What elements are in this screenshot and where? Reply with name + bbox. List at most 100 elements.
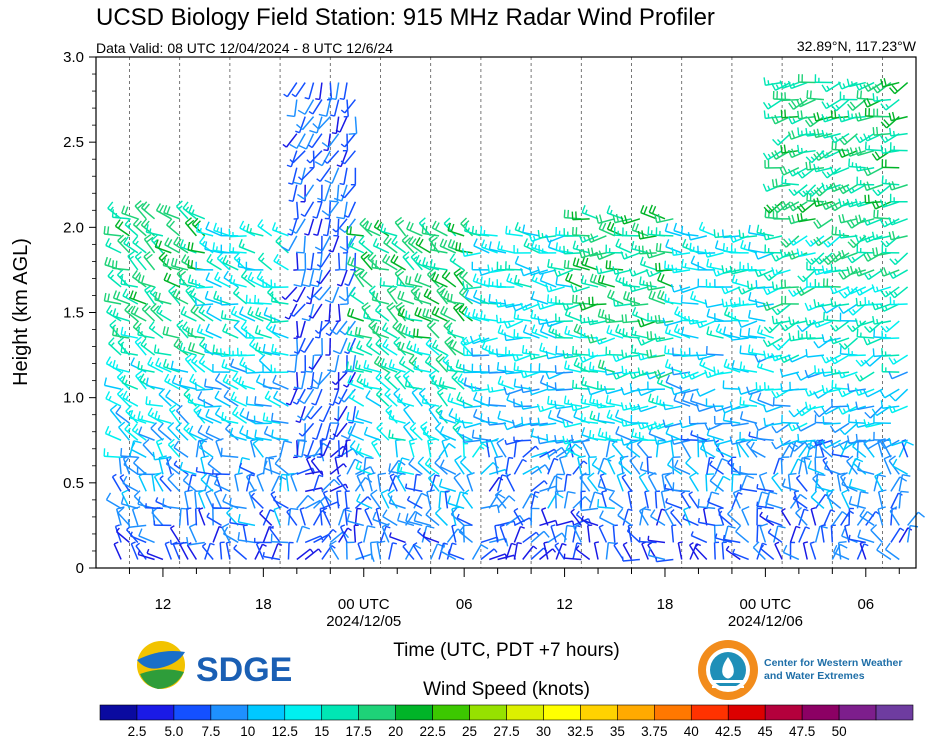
wind-barb bbox=[374, 303, 390, 322]
wind-barb bbox=[879, 267, 900, 277]
wind-barb bbox=[413, 360, 431, 373]
wind-barb bbox=[581, 205, 599, 220]
wind-barb bbox=[346, 361, 364, 373]
wind-barb bbox=[190, 354, 206, 373]
wind-barb bbox=[453, 267, 465, 288]
wind-barb bbox=[413, 492, 430, 509]
wind-barb bbox=[577, 455, 586, 475]
wind-barb bbox=[312, 286, 331, 301]
wind-barb bbox=[131, 423, 147, 441]
wind-barb bbox=[324, 201, 332, 220]
wind-barb bbox=[242, 524, 249, 543]
wind-barb bbox=[405, 513, 423, 527]
wind-barb bbox=[354, 360, 373, 373]
wind-barb bbox=[494, 489, 507, 509]
wind-barb bbox=[764, 244, 783, 254]
wind-barb bbox=[270, 279, 289, 289]
wind-barb bbox=[520, 302, 540, 312]
wind-barb bbox=[487, 364, 507, 374]
colorbar-tick-label: 5.0 bbox=[165, 724, 184, 739]
wind-barb bbox=[394, 438, 404, 458]
wind-barb bbox=[145, 224, 164, 237]
wind-barb bbox=[880, 98, 900, 111]
wind-barb bbox=[165, 389, 181, 407]
wind-barb bbox=[454, 413, 473, 424]
wind-barb bbox=[732, 488, 742, 509]
wind-barb bbox=[357, 541, 365, 560]
wind-barb bbox=[446, 362, 465, 373]
wind-barb bbox=[388, 429, 406, 441]
wind-barb bbox=[123, 457, 139, 475]
wind-barb bbox=[135, 542, 147, 560]
wind-barb bbox=[337, 440, 348, 458]
wind-barb bbox=[369, 489, 382, 509]
wind-barb bbox=[563, 490, 576, 509]
wind-barb bbox=[254, 543, 267, 560]
wind-barb bbox=[407, 236, 423, 254]
wind-barb bbox=[704, 299, 724, 309]
wind-barb bbox=[606, 454, 616, 475]
wind-barb bbox=[428, 370, 440, 390]
wind-barb bbox=[838, 422, 858, 436]
wind-barb bbox=[308, 133, 323, 149]
wind-barb bbox=[628, 268, 649, 277]
wind-barb bbox=[682, 506, 692, 526]
wind-barb bbox=[883, 454, 892, 475]
wind-barb bbox=[133, 456, 147, 475]
wind-barb bbox=[186, 507, 192, 526]
wind-barb bbox=[198, 507, 206, 526]
wind-barb bbox=[220, 447, 239, 459]
wind-barb bbox=[438, 376, 456, 390]
wind-barb bbox=[170, 360, 189, 373]
wind-barb bbox=[238, 376, 256, 390]
wind-barb bbox=[396, 393, 415, 407]
wind-barb bbox=[844, 524, 850, 543]
wind-barb bbox=[270, 429, 289, 441]
wind-barb bbox=[410, 285, 423, 305]
colorbar-tick-label: 10 bbox=[240, 724, 255, 739]
wind-barb bbox=[204, 241, 222, 254]
wind-barb bbox=[301, 303, 315, 322]
wind-barb bbox=[340, 286, 349, 306]
wind-barb bbox=[324, 286, 340, 304]
wind-barb bbox=[387, 489, 398, 509]
wind-barb bbox=[129, 531, 147, 544]
wind-barb bbox=[365, 390, 381, 407]
wind-barb bbox=[889, 127, 908, 137]
wind-barb bbox=[120, 344, 138, 356]
wind-barb bbox=[316, 167, 331, 183]
wind-barb bbox=[539, 342, 557, 356]
wind-barb bbox=[530, 290, 549, 305]
wind-barb bbox=[220, 411, 239, 424]
wind-barb bbox=[289, 338, 299, 357]
wind-barb bbox=[626, 527, 641, 544]
wind-barb bbox=[388, 463, 406, 476]
wind-barb bbox=[444, 490, 450, 509]
wind-barb bbox=[308, 303, 323, 319]
wind-barb bbox=[748, 292, 766, 305]
wind-barb bbox=[448, 339, 465, 356]
wind-barb bbox=[404, 544, 422, 560]
wind-barb bbox=[721, 541, 727, 560]
colorbar-swatch bbox=[284, 704, 323, 721]
wind-barb bbox=[563, 553, 582, 561]
wind-barb bbox=[487, 416, 507, 426]
wind-barb bbox=[355, 443, 373, 458]
wind-barb bbox=[206, 512, 222, 527]
wind-barb bbox=[840, 510, 855, 526]
wind-barb bbox=[318, 405, 331, 423]
wind-barb bbox=[150, 422, 164, 441]
colorbar-swatch bbox=[580, 704, 618, 721]
wind-barb bbox=[289, 133, 306, 150]
wind-barb bbox=[296, 548, 314, 561]
x-tick-label: 06 bbox=[857, 596, 874, 613]
wind-barb bbox=[898, 490, 909, 509]
wind-barb bbox=[431, 272, 448, 288]
wind-barb bbox=[690, 430, 708, 441]
wind-barb bbox=[237, 513, 256, 527]
wind-barb bbox=[246, 223, 264, 237]
wind-barb bbox=[424, 355, 440, 373]
wind-barb bbox=[344, 201, 357, 218]
wind-barb bbox=[162, 257, 180, 271]
wind-barb bbox=[194, 382, 214, 391]
